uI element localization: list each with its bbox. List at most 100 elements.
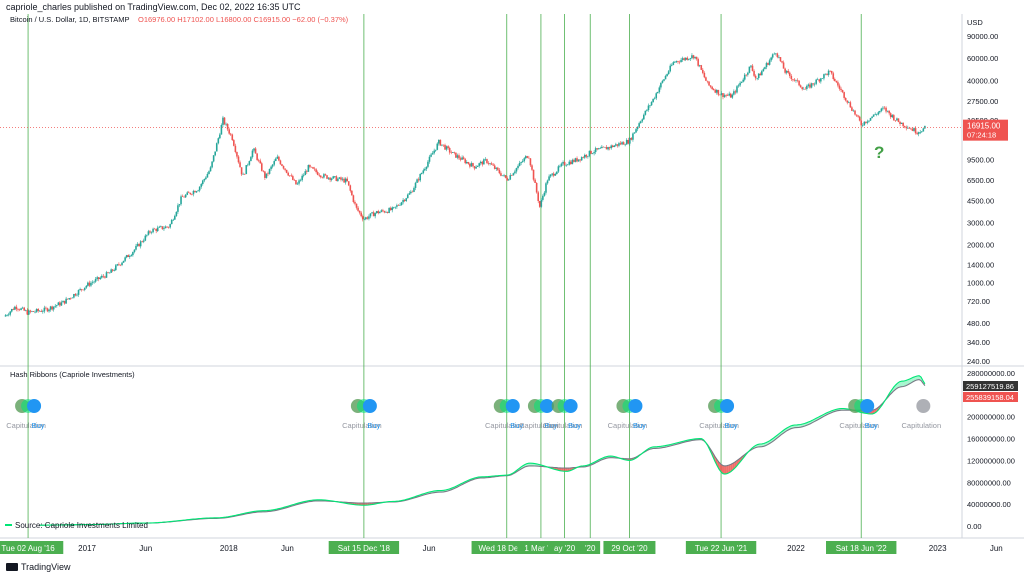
price-candle: [160, 225, 162, 228]
price-candle: [341, 177, 344, 182]
price-candle: [184, 194, 187, 198]
price-candle: [206, 172, 209, 178]
price-candle: [222, 115, 224, 128]
price-candle: [296, 182, 299, 185]
price-candle: [629, 137, 631, 146]
price-candle: [94, 277, 97, 283]
price-candle: [66, 298, 69, 300]
price-candle: [87, 281, 89, 287]
price-candle: [360, 211, 362, 218]
time-axis-labels[interactable]: 2017 Jun 2018 Jun Jun 2022 2023 Jun: [78, 544, 1003, 553]
price-candle: [312, 166, 314, 169]
price-candle: [459, 156, 462, 162]
price-candle: [138, 243, 140, 247]
price-tick-label: 480.00: [967, 319, 990, 328]
price-candle: [602, 146, 605, 148]
time-axis-label: 2018: [220, 544, 238, 553]
price-candle: [627, 137, 630, 145]
price-candle: [869, 117, 872, 121]
price-candle: [172, 218, 175, 222]
price-candle: [104, 275, 106, 279]
price-candle: [726, 93, 729, 96]
price-candle: [919, 129, 922, 135]
price-candle: [792, 78, 794, 82]
price-candle: [725, 93, 727, 98]
symbol-legend[interactable]: Bitcoin / U.S. Dollar, 1D, BITSTAMP: [10, 15, 129, 24]
ribbon-fill-segment: [724, 465, 727, 475]
price-candle: [757, 73, 760, 80]
capitulation-label: Capitulation: [608, 421, 648, 430]
price-candle: [868, 120, 870, 123]
price-candle: [675, 60, 678, 64]
price-candle: [666, 73, 668, 77]
buy-dot: [539, 399, 554, 413]
capitulation-label: Capitulation: [839, 421, 879, 430]
price-candle: [260, 161, 263, 172]
price-candle: [577, 159, 580, 162]
price-candle: [565, 163, 567, 168]
price-candle: [703, 71, 706, 79]
price-candle: [214, 151, 216, 157]
buy-label: Buy: [367, 421, 380, 430]
price-candle: [479, 160, 482, 166]
tradingview-logo[interactable]: TradingView: [6, 562, 71, 572]
price-candle: [897, 118, 900, 123]
price-candle: [107, 271, 109, 274]
price-candle: [521, 159, 524, 163]
price-candle: [681, 56, 684, 62]
price-candle: [815, 78, 817, 86]
price-candle: [287, 171, 289, 177]
price-candle: [205, 176, 207, 180]
buy-label: Buy: [633, 421, 646, 430]
price-candle: [231, 133, 234, 141]
price-candle: [478, 162, 480, 168]
price-candle: [315, 168, 317, 174]
buy-label: Buy: [568, 421, 581, 430]
price-candle: [799, 84, 802, 88]
price-candle: [292, 174, 294, 181]
ribbon-fill-segment: [915, 375, 918, 381]
price-candle: [276, 154, 279, 159]
price-candle: [93, 280, 95, 284]
price-candle: [765, 61, 768, 70]
price-candle: [302, 173, 305, 178]
price-axis-ticks[interactable]: 90000.0060000.0040000.0027500.0019500.00…: [967, 32, 998, 366]
ribbon-slow-last: 255839158.04: [966, 393, 1014, 402]
price-candle: [871, 116, 873, 119]
price-candle: [158, 225, 161, 228]
time-axis-highlight: Sat 15 Dec '18: [328, 541, 400, 554]
price-candle: [12, 307, 15, 311]
price-candle: [492, 162, 494, 166]
indicator-title[interactable]: Hash Ribbons (Capriole Investments): [10, 370, 135, 379]
price-candle: [503, 173, 505, 178]
price-candle: [273, 159, 276, 167]
price-candle: [571, 158, 574, 165]
price-candle: [486, 158, 488, 165]
price-candle: [335, 175, 338, 182]
price-candle: [711, 85, 713, 91]
price-candle: [472, 162, 474, 168]
price-candle: [844, 97, 847, 102]
price-candle: [900, 122, 903, 125]
ribbon-fill-segment: [905, 379, 908, 386]
price-candle: [630, 137, 633, 141]
price-candle: [907, 125, 909, 129]
price-candle: [68, 297, 71, 300]
price-candle: [552, 171, 555, 178]
price-candle: [613, 144, 616, 148]
capitulation-label: Capitulation: [485, 421, 525, 430]
price-candle: [639, 120, 642, 124]
last-price-tag: 16915.00 07:24:18: [963, 119, 1008, 141]
price-candle: [425, 166, 428, 171]
price-candle: [192, 189, 195, 197]
ribbon-fill-segment: [901, 381, 904, 387]
price-candle: [838, 83, 841, 91]
price-candle: [778, 55, 780, 59]
price-candle: [509, 173, 512, 181]
ribbon-fill-segment: [783, 429, 786, 434]
currency-label[interactable]: USD: [967, 18, 983, 27]
price-candle: [391, 206, 394, 213]
